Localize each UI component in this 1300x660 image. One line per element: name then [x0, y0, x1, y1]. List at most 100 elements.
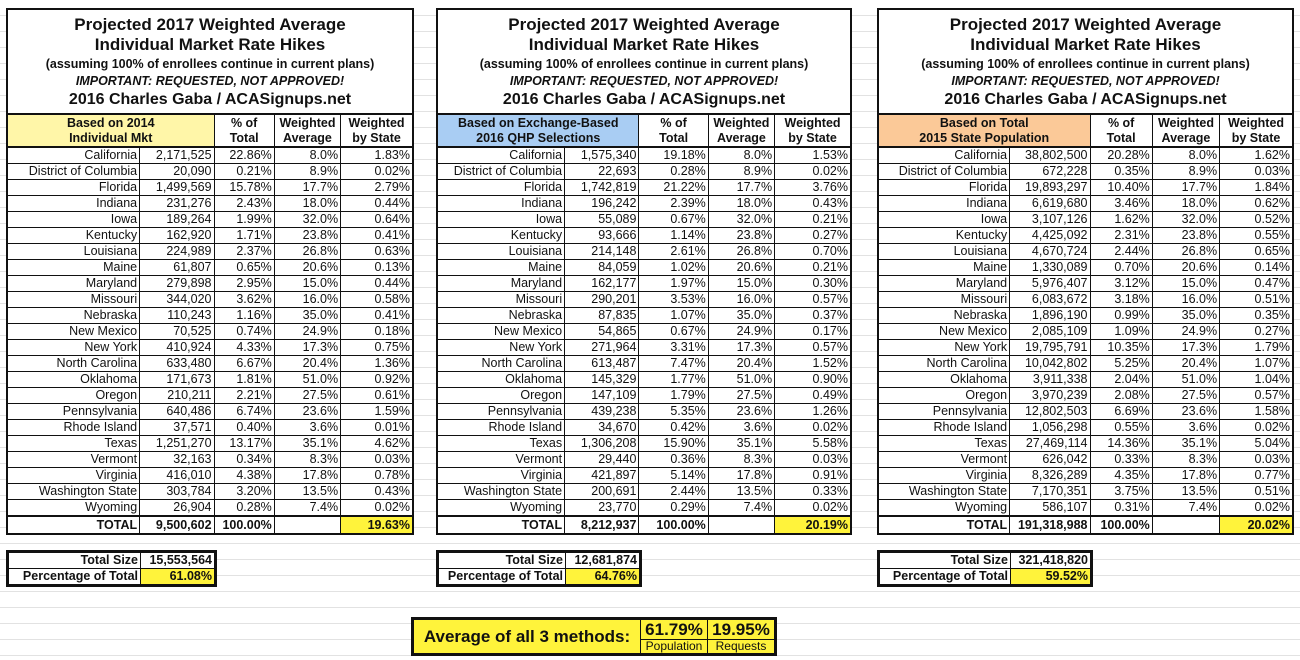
weighted-cell[interactable]: 0.57%	[774, 291, 852, 308]
avg-cell[interactable]: 18.0%	[1151, 195, 1221, 212]
count-cell[interactable]: 214,148	[564, 243, 640, 260]
count-cell[interactable]: 439,238	[564, 403, 640, 420]
avg-cell[interactable]: 8.3%	[707, 451, 776, 468]
weighted-cell[interactable]: 0.91%	[774, 467, 852, 484]
pct-cell[interactable]: 1.71%	[213, 227, 275, 244]
pct-cell[interactable]: 3.12%	[1089, 275, 1153, 292]
state-cell[interactable]: Texas	[436, 435, 566, 452]
count-cell[interactable]: 640,486	[139, 403, 215, 420]
pct-cell[interactable]: 0.74%	[213, 323, 275, 340]
state-cell[interactable]: Louisiana	[436, 243, 566, 260]
pct-cell[interactable]: 0.36%	[638, 451, 709, 468]
avg-cell[interactable]: 23.8%	[707, 227, 776, 244]
count-cell[interactable]: 55,089	[564, 211, 640, 228]
weighted-cell[interactable]: 0.18%	[340, 323, 414, 340]
count-cell[interactable]: 1,742,819	[564, 179, 640, 196]
state-cell[interactable]: Louisiana	[877, 243, 1011, 260]
weighted-cell[interactable]: 0.03%	[340, 451, 414, 468]
count-cell[interactable]: 279,898	[139, 275, 215, 292]
count-cell[interactable]: 110,243	[139, 307, 215, 324]
pct-of-total-value[interactable]: 64.76%	[565, 568, 640, 585]
state-cell[interactable]: Maine	[6, 259, 141, 276]
state-cell[interactable]: Oregon	[877, 387, 1011, 404]
state-cell[interactable]: Vermont	[436, 451, 566, 468]
avg-cell[interactable]: 51.0%	[1151, 371, 1221, 388]
avg-cell[interactable]: 8.0%	[707, 146, 776, 164]
total-size-value[interactable]: 321,418,820	[1010, 552, 1091, 569]
state-cell[interactable]: Rhode Island	[6, 419, 141, 436]
weighted-cell[interactable]: 1.07%	[1219, 355, 1294, 372]
count-cell[interactable]: 4,670,724	[1009, 243, 1091, 260]
pct-cell[interactable]: 6.69%	[1089, 403, 1153, 420]
pct-cell[interactable]: 0.67%	[638, 211, 709, 228]
pct-cell[interactable]: 0.65%	[213, 259, 275, 276]
state-cell[interactable]: Florida	[877, 179, 1011, 196]
avg-cell[interactable]: 27.5%	[1151, 387, 1221, 404]
avg-cell[interactable]: 15.0%	[1151, 275, 1221, 292]
count-cell[interactable]: 3,970,239	[1009, 387, 1091, 404]
pct-cell[interactable]: 1.14%	[638, 227, 709, 244]
count-cell[interactable]: 19,893,297	[1009, 179, 1091, 196]
state-cell[interactable]: Maine	[877, 259, 1011, 276]
state-cell[interactable]: New Mexico	[6, 323, 141, 340]
avg-cell[interactable]: 16.0%	[273, 291, 342, 308]
count-cell[interactable]: 84,059	[564, 259, 640, 276]
weighted-cell[interactable]: 0.21%	[774, 211, 852, 228]
weighted-cell[interactable]: 0.43%	[340, 483, 414, 500]
weighted-cell[interactable]: 0.02%	[1219, 419, 1294, 436]
count-cell[interactable]: 6,083,672	[1009, 291, 1091, 308]
state-cell[interactable]: Oklahoma	[436, 371, 566, 388]
count-cell[interactable]: 20,090	[139, 163, 215, 180]
avg-cell[interactable]: 32.0%	[273, 211, 342, 228]
pct-cell[interactable]: 0.67%	[638, 323, 709, 340]
avg-cell[interactable]: 17.8%	[273, 467, 342, 484]
total-weighted[interactable]: 20.19%	[774, 515, 852, 535]
pct-cell[interactable]: 0.28%	[638, 163, 709, 180]
avg-cell[interactable]: 8.9%	[707, 163, 776, 180]
weighted-cell[interactable]: 0.14%	[1219, 259, 1294, 276]
weighted-cell[interactable]: 0.03%	[1219, 163, 1294, 180]
weighted-cell[interactable]: 0.13%	[340, 259, 414, 276]
avg-cell[interactable]: 20.6%	[273, 259, 342, 276]
avg-cell[interactable]: 15.0%	[273, 275, 342, 292]
state-cell[interactable]: Oklahoma	[6, 371, 141, 388]
count-cell[interactable]: 6,619,680	[1009, 195, 1091, 212]
count-cell[interactable]: 416,010	[139, 467, 215, 484]
avg-cell[interactable]: 20.4%	[273, 355, 342, 372]
weighted-cell[interactable]: 0.02%	[340, 163, 414, 180]
avg-cell[interactable]: 17.3%	[273, 339, 342, 356]
weighted-cell[interactable]: 0.90%	[774, 371, 852, 388]
state-cell[interactable]: Virginia	[436, 467, 566, 484]
count-cell[interactable]: 224,989	[139, 243, 215, 260]
pct-cell[interactable]: 5.14%	[638, 467, 709, 484]
avg-cell[interactable]: 18.0%	[273, 195, 342, 212]
weighted-cell[interactable]: 0.37%	[774, 307, 852, 324]
weighted-cell[interactable]: 0.02%	[1219, 499, 1294, 517]
state-cell[interactable]: North Carolina	[6, 355, 141, 372]
weighted-cell[interactable]: 0.51%	[1219, 291, 1294, 308]
pct-cell[interactable]: 0.99%	[1089, 307, 1153, 324]
pct-cell[interactable]: 22.86%	[213, 146, 275, 164]
count-cell[interactable]: 23,770	[564, 499, 640, 517]
state-cell[interactable]: Wyoming	[436, 499, 566, 517]
total-pct[interactable]: 100.00%	[1089, 515, 1153, 535]
count-cell[interactable]: 29,440	[564, 451, 640, 468]
pct-cell[interactable]: 19.18%	[638, 146, 709, 164]
weighted-cell[interactable]: 0.47%	[1219, 275, 1294, 292]
pct-cell[interactable]: 2.44%	[638, 483, 709, 500]
count-cell[interactable]: 586,107	[1009, 499, 1091, 517]
count-cell[interactable]: 200,691	[564, 483, 640, 500]
state-cell[interactable]: Iowa	[436, 211, 566, 228]
state-cell[interactable]: Oregon	[6, 387, 141, 404]
total-weighted[interactable]: 20.02%	[1219, 515, 1294, 535]
count-cell[interactable]: 303,784	[139, 483, 215, 500]
avg-cell[interactable]: 35.1%	[1151, 435, 1221, 452]
pct-cell[interactable]: 1.07%	[638, 307, 709, 324]
count-cell[interactable]: 1,306,208	[564, 435, 640, 452]
avg-cell[interactable]: 17.8%	[1151, 467, 1221, 484]
weighted-cell[interactable]: 0.02%	[340, 499, 414, 517]
count-cell[interactable]: 7,170,351	[1009, 483, 1091, 500]
pct-cell[interactable]: 0.40%	[213, 419, 275, 436]
state-cell[interactable]: Nebraska	[6, 307, 141, 324]
avg-cell[interactable]: 16.0%	[1151, 291, 1221, 308]
